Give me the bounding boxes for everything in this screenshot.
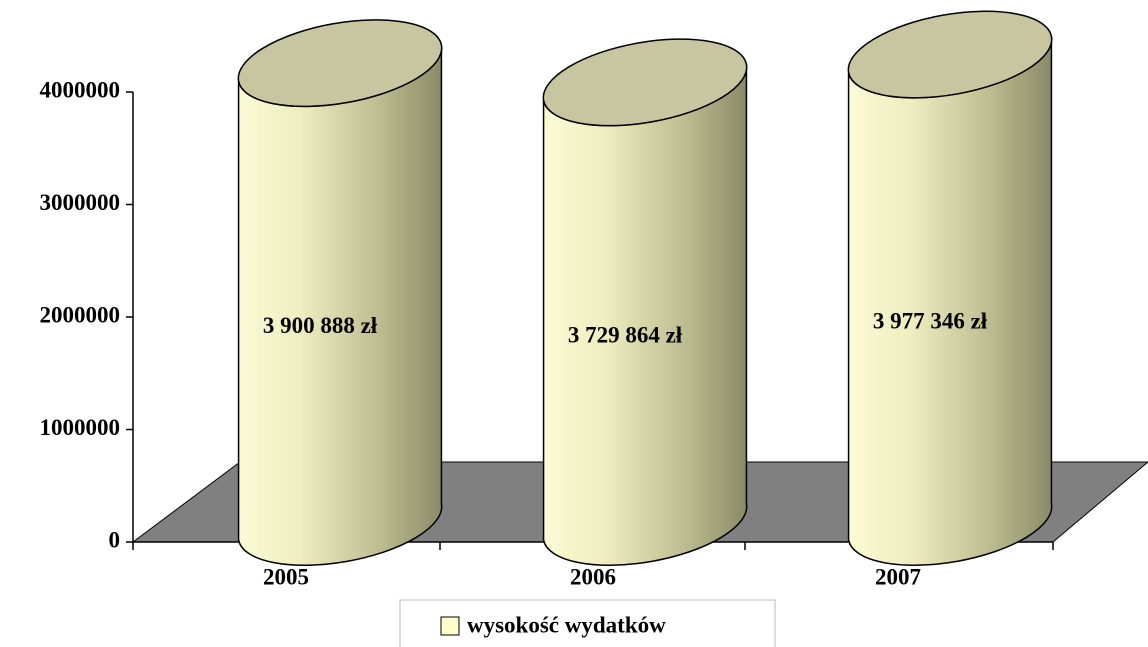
cylinder-top <box>542 38 748 127</box>
y-tick-label: 2000000 <box>40 302 121 327</box>
cylinder-body <box>542 64 748 566</box>
y-tick-label: 1000000 <box>40 415 121 440</box>
cylinder-body <box>847 36 1053 567</box>
legend-label: wysokość wydatków <box>467 612 666 637</box>
y-tick-label: 0 <box>109 527 121 552</box>
y-tick-label: 3000000 <box>40 190 121 215</box>
x-tick-label: 2007 <box>875 564 921 589</box>
data-label: 3 729 864 zł <box>568 322 683 347</box>
cylinder-top <box>237 19 443 108</box>
cylinder-body <box>237 45 443 566</box>
x-tick-label: 2006 <box>570 564 616 589</box>
data-label: 3 977 346 zł <box>873 309 988 334</box>
legend <box>399 599 776 647</box>
y-tick-label: 4000000 <box>40 77 121 102</box>
x-tick-label: 2005 <box>263 564 309 589</box>
data-label: 3 900 888 zł <box>263 313 378 338</box>
legend-swatch <box>440 616 460 636</box>
cylinder-top <box>847 10 1053 99</box>
